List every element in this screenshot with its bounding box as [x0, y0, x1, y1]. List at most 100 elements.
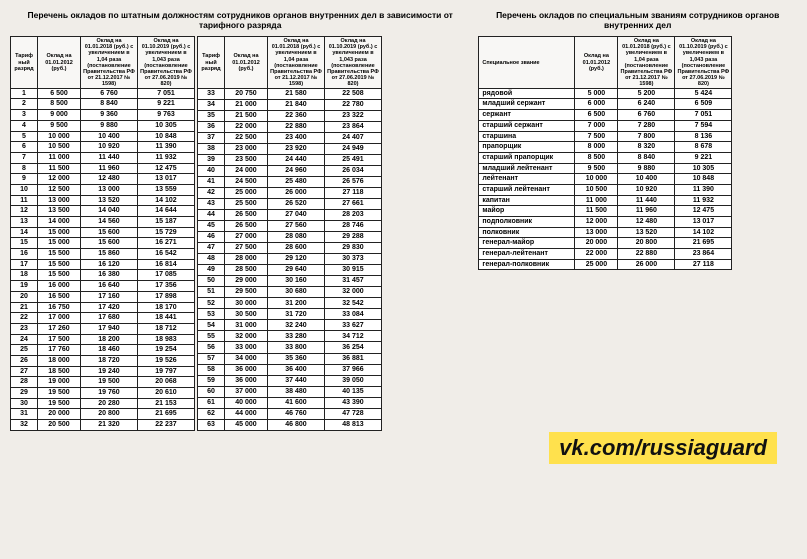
cell: лейтенант	[479, 174, 575, 185]
cell: 55	[198, 331, 225, 342]
cell: 13 000	[575, 227, 618, 238]
cell: 16 814	[138, 259, 195, 270]
cell: 18 441	[138, 313, 195, 324]
table-row: 3521 50022 36023 322	[198, 110, 382, 121]
table-row: сержант6 5006 7607 051	[479, 110, 732, 121]
cell: 17 160	[81, 291, 138, 302]
cell: 6 500	[575, 110, 618, 121]
cell: 9	[11, 174, 38, 185]
cell: 23 322	[325, 110, 382, 121]
cell: 10 305	[675, 163, 732, 174]
tariff-table-b: Тариф ный разряд Оклад на 01.01.2012 (ру…	[197, 36, 382, 430]
cell: 24 949	[325, 143, 382, 154]
cell: 22 000	[575, 249, 618, 260]
ranks-section: Перечень окладов по специальным званиям …	[478, 10, 797, 431]
cell: 26 034	[325, 165, 382, 176]
cell: 39 050	[325, 375, 382, 386]
cell: 8 840	[81, 99, 138, 110]
cell: 15 000	[38, 227, 81, 238]
table-row: рядовой5 0005 2005 424	[479, 88, 732, 99]
cell: 16 640	[81, 281, 138, 292]
cell: 52	[198, 298, 225, 309]
table-row: 3421 00021 84022 780	[198, 99, 382, 110]
cell: 30 915	[325, 265, 382, 276]
cell: 14 560	[81, 217, 138, 228]
cell: 6 500	[38, 88, 81, 99]
cell: 59	[198, 375, 225, 386]
cell: 20	[11, 291, 38, 302]
table-row: 610 50010 92011 390	[11, 142, 195, 153]
table-row: 5230 00031 20032 542	[198, 298, 382, 309]
cell: 9 000	[38, 110, 81, 121]
col-header: Оклад на 01.01.2012 (руб.)	[575, 37, 618, 88]
cell: 13 017	[675, 217, 732, 228]
cell: 23 864	[675, 249, 732, 260]
cell: 28 746	[325, 221, 382, 232]
cell: 26 000	[618, 259, 675, 270]
cell: 9 500	[575, 163, 618, 174]
cell: 11 440	[618, 195, 675, 206]
cell: 10 400	[618, 174, 675, 185]
table-row: 3622 00022 88023 864	[198, 121, 382, 132]
table-row: 2819 00019 50020 068	[11, 377, 195, 388]
cell: 1	[11, 88, 38, 99]
cell: 24 440	[268, 154, 325, 165]
table-row: 912 00012 48013 017	[11, 174, 195, 185]
cell: 7 500	[575, 131, 618, 142]
cell: 45	[198, 221, 225, 232]
cell: 34	[198, 99, 225, 110]
table-row: капитан11 00011 44011 932	[479, 195, 732, 206]
cell: 16	[11, 249, 38, 260]
table-row: 4325 50026 52027 661	[198, 199, 382, 210]
cell: 8 500	[575, 152, 618, 163]
cell: 12 480	[81, 174, 138, 185]
cell: 14	[11, 227, 38, 238]
table-row: 5029 00030 16031 457	[198, 276, 382, 287]
cell: 10 500	[575, 184, 618, 195]
cell: 23 000	[225, 143, 268, 154]
table-row: 5129 50030 68032 000	[198, 287, 382, 298]
table-row: 28 5008 8409 221	[11, 99, 195, 110]
cell: 8 500	[38, 99, 81, 110]
cell: 21 695	[138, 409, 195, 420]
cell: 36 254	[325, 342, 382, 353]
cell: 47	[198, 243, 225, 254]
table-row: 5836 00036 40037 966	[198, 364, 382, 375]
table-row: 5431 00032 24033 627	[198, 320, 382, 331]
cell: 51	[198, 287, 225, 298]
col-header: Оклад на 01.10.2019 (руб.) с увеличением…	[325, 37, 382, 88]
cell: 16 120	[81, 259, 138, 270]
table-row: 1415 00015 60015 729	[11, 227, 195, 238]
table-row: 1715 50016 12016 814	[11, 259, 195, 270]
cell: 16 542	[138, 249, 195, 260]
cell: 26 500	[225, 221, 268, 232]
cell: 49	[198, 265, 225, 276]
cell: 14 000	[38, 217, 81, 228]
cell: 27 500	[225, 243, 268, 254]
ranks-title: Перечень окладов по специальным званиям …	[478, 10, 797, 30]
cell: 22 237	[138, 420, 195, 431]
cell: 15 000	[38, 238, 81, 249]
cell: 14 102	[675, 227, 732, 238]
cell: 12 000	[38, 174, 81, 185]
table-row: 1012 50013 00013 559	[11, 184, 195, 195]
table-row: 4828 00029 12030 373	[198, 254, 382, 265]
table-row: 2317 26017 94018 712	[11, 323, 195, 334]
cell: 11 932	[675, 195, 732, 206]
table-row: 4727 50028 60029 830	[198, 243, 382, 254]
cell: старший прапорщик	[479, 152, 575, 163]
table-row: 711 00011 44011 932	[11, 152, 195, 163]
cell: 62	[198, 408, 225, 419]
cell: 22 880	[268, 121, 325, 132]
cell: 31	[11, 409, 38, 420]
cell: 25 491	[325, 154, 382, 165]
cell: 14 040	[81, 206, 138, 217]
cell: 32 000	[225, 331, 268, 342]
table-row: 5330 50031 72033 084	[198, 309, 382, 320]
cell: 9 763	[138, 110, 195, 121]
cell: 27 118	[325, 188, 382, 199]
cell: 5 000	[575, 88, 618, 99]
cell: 33 280	[268, 331, 325, 342]
cell: 23 500	[225, 154, 268, 165]
cell: 18 983	[138, 334, 195, 345]
